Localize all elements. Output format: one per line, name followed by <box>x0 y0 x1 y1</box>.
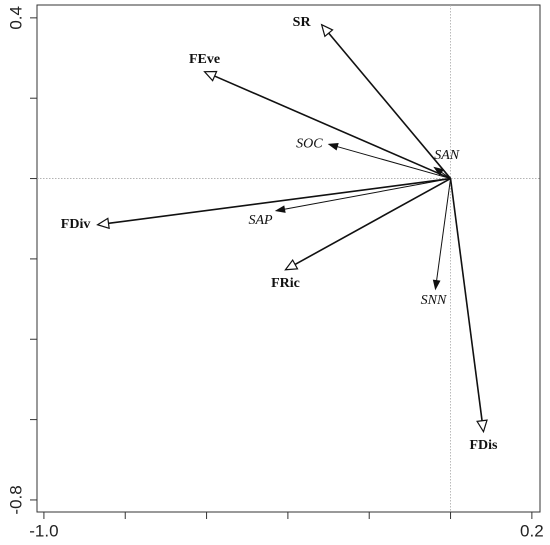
vector-part <box>203 70 218 82</box>
vector-label: FEve <box>189 52 220 67</box>
y-tick-label: -0.8 <box>6 485 25 514</box>
vector-part <box>214 75 451 180</box>
vector-label: SR <box>293 15 312 30</box>
vector <box>320 23 452 180</box>
vector-part <box>294 177 451 266</box>
vector <box>327 143 451 180</box>
vector-part <box>441 171 451 179</box>
vector-part <box>96 217 110 230</box>
vector-label: SNN <box>421 293 447 308</box>
vector <box>449 178 488 434</box>
vector-part <box>274 205 286 213</box>
vector-part <box>433 166 444 176</box>
plot-frame <box>36 4 541 513</box>
vector <box>96 177 451 230</box>
vector-part <box>320 23 334 38</box>
vector <box>284 177 451 271</box>
vector-label: FDiv <box>61 217 91 232</box>
vector-part <box>432 279 441 291</box>
vector-part <box>328 32 452 180</box>
vector-part <box>327 143 339 151</box>
vector-label: FRic <box>271 276 300 291</box>
vector-part <box>284 178 451 210</box>
vector <box>274 178 451 213</box>
vector-part <box>284 258 299 271</box>
vector <box>433 166 451 179</box>
vector-part <box>108 177 451 225</box>
vector-part <box>336 146 451 180</box>
vector-label: SAN <box>434 148 460 163</box>
vector-label: SOC <box>296 137 323 152</box>
vector-part <box>436 178 452 281</box>
vector-label: SAP <box>248 213 273 228</box>
vector <box>432 178 452 291</box>
x-tick-label: 0.2 <box>520 521 544 540</box>
y-tick-label: 0.4 <box>6 6 25 30</box>
vector-label: FDis <box>469 438 498 453</box>
x-tick-label: -1.0 <box>29 521 58 540</box>
vector <box>203 70 451 180</box>
vector-part <box>449 178 483 421</box>
vector-part <box>476 419 488 434</box>
